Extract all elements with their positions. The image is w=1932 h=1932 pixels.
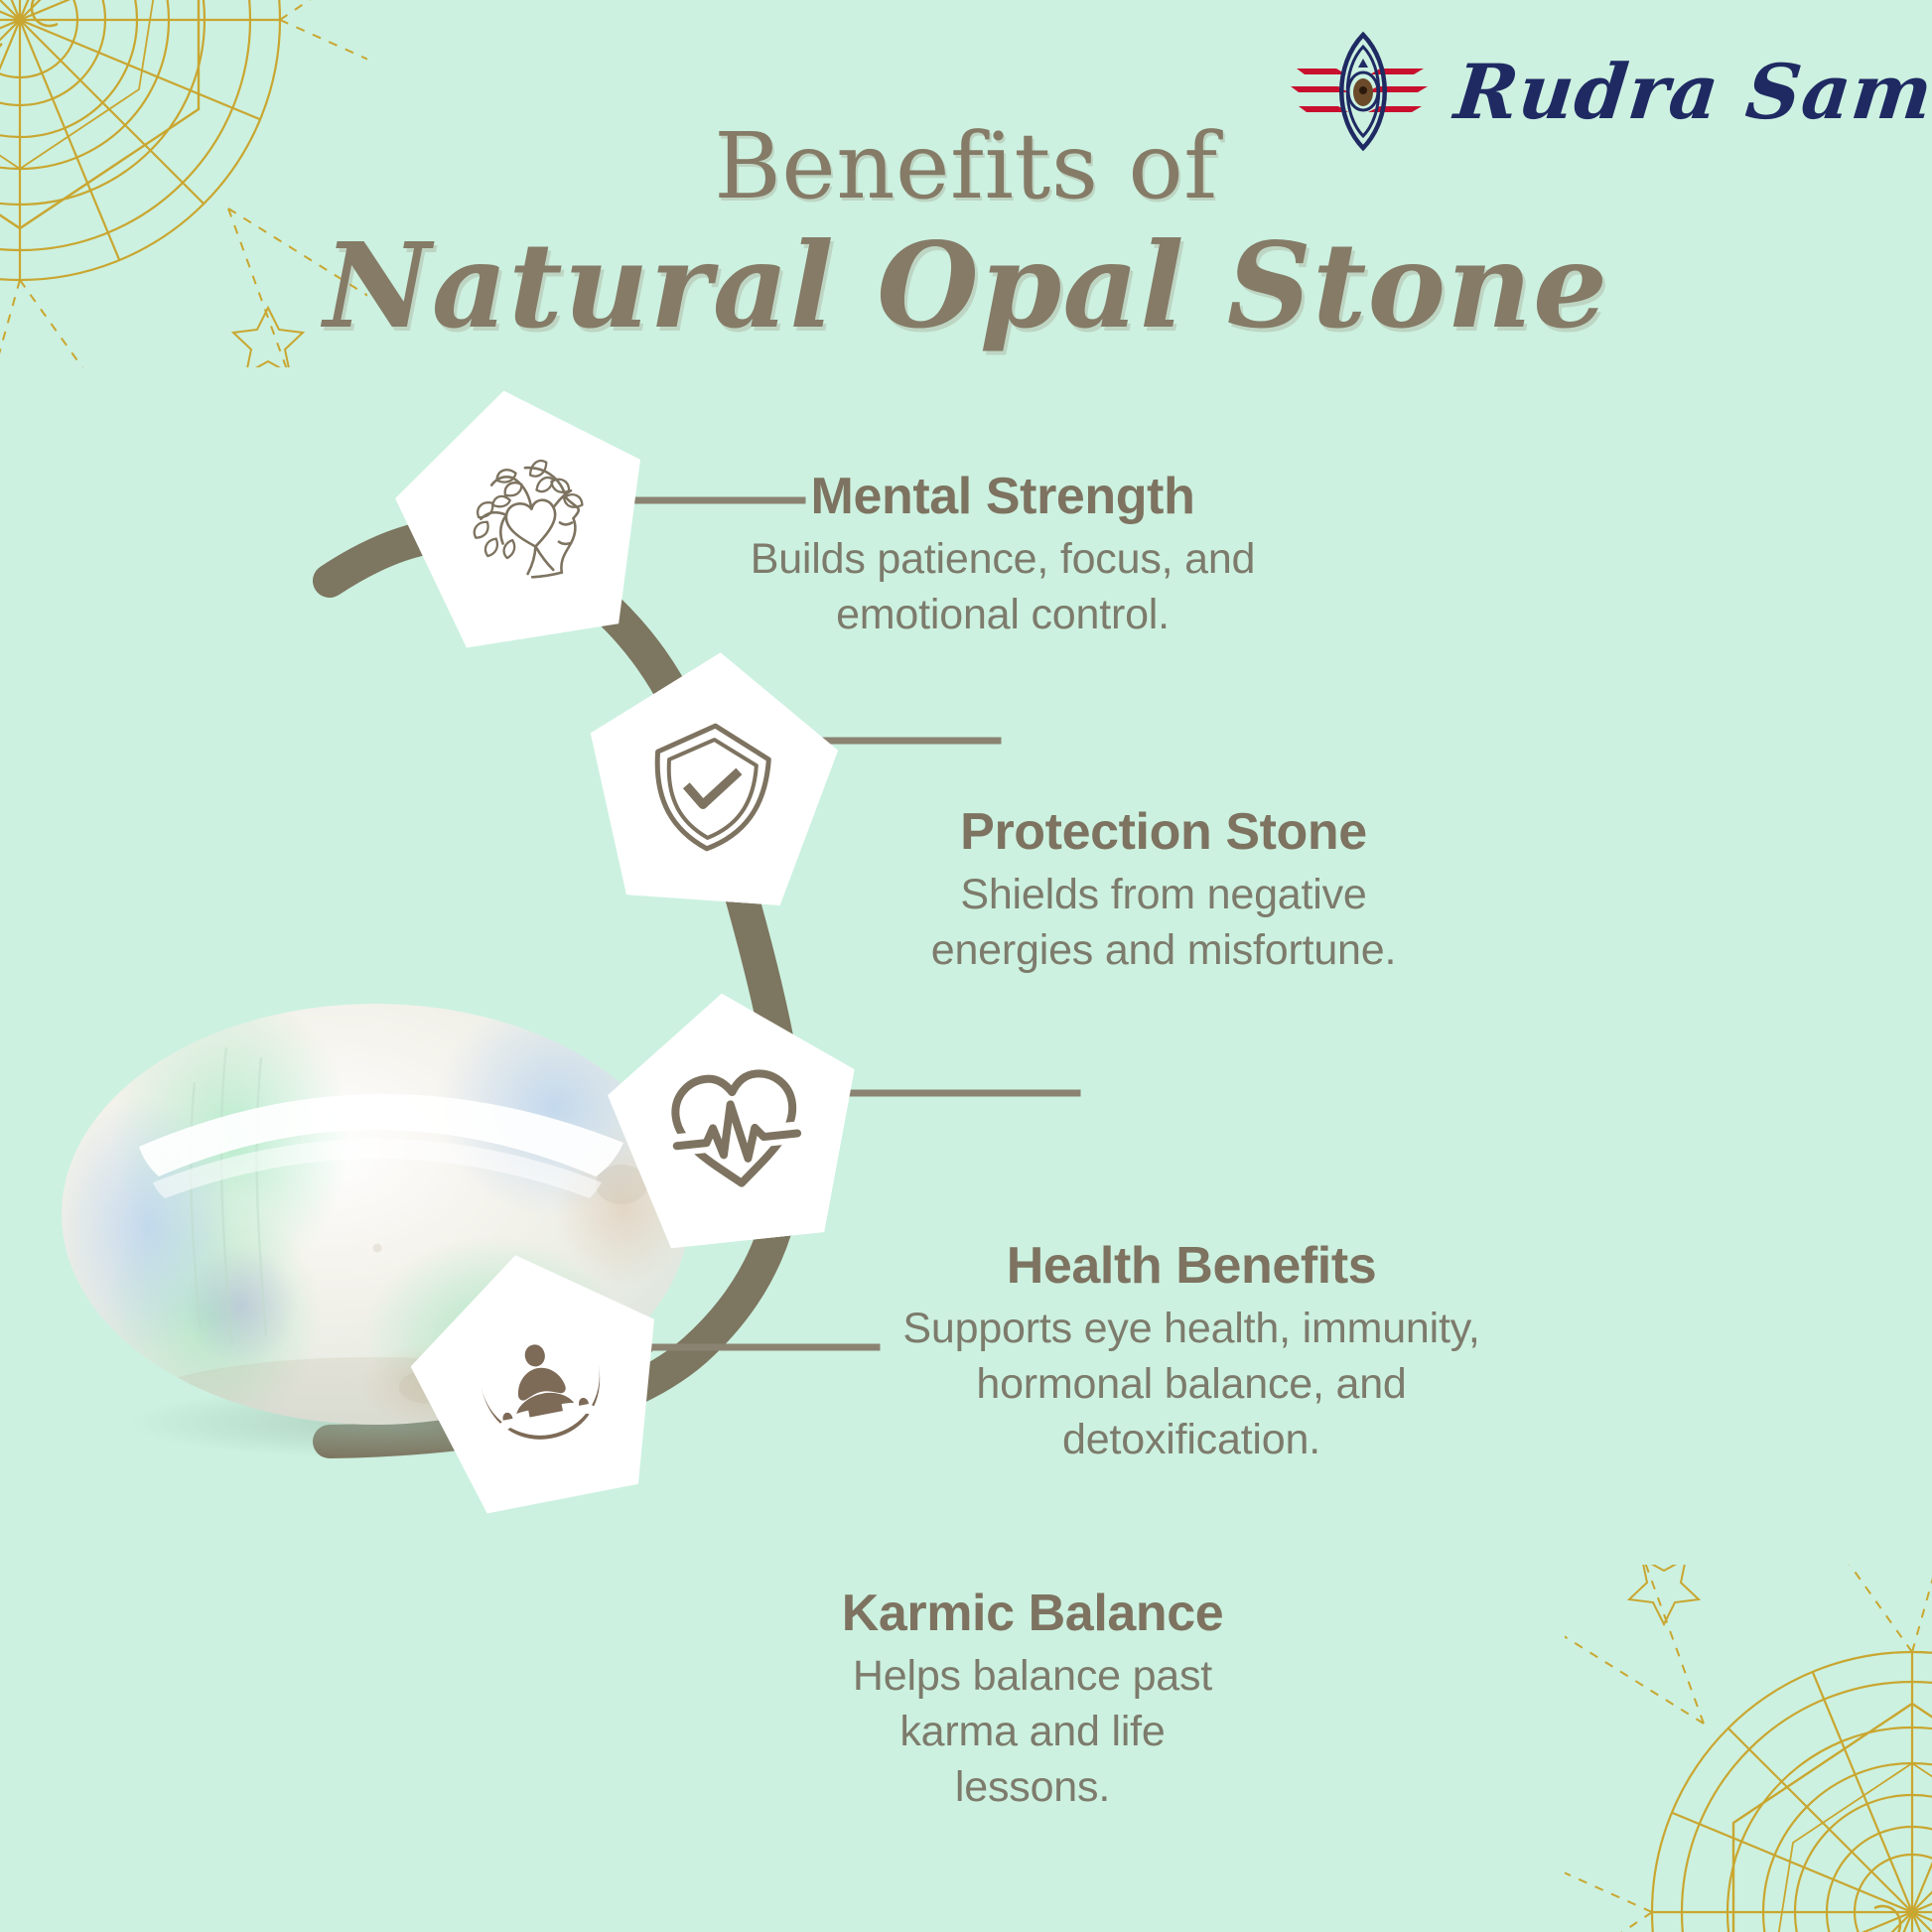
eye-emblem-icon	[1291, 31, 1428, 152]
title-line-1: Benefits of	[714, 113, 1218, 219]
benefit-node-mental-strength[interactable]	[381, 371, 665, 655]
benefit-title: Karmic Balance	[841, 1585, 1224, 1642]
brand-logo: Rudra Samrat	[1289, 22, 1932, 161]
desc-line: Shields from negative	[960, 871, 1367, 919]
shield-check-icon	[654, 723, 771, 851]
benefit-description: Builds patience, focus, and emotional co…	[695, 532, 1311, 643]
benefit-text-karmic-balance: Karmic Balance Helps balance past karma …	[695, 1584, 1370, 1816]
benefit-text-mental-strength: Mental Strength Builds patience, focus, …	[695, 467, 1311, 643]
desc-line: emotional control.	[836, 591, 1170, 639]
benefit-node-protection-stone[interactable]	[580, 644, 845, 909]
benefit-text-protection-stone: Protection Stone Shields from negative e…	[856, 802, 1471, 979]
zodiac-chart-bottom-right-icon	[1565, 1565, 1932, 1932]
benefit-title: Health Benefits	[1006, 1237, 1377, 1295]
meditation-lotus-icon	[481, 1337, 604, 1440]
benefit-title: Mental Strength	[810, 468, 1195, 525]
desc-line: Helps balance past	[852, 1652, 1213, 1701]
desc-line: detoxification.	[1062, 1416, 1320, 1464]
benefit-title: Protection Stone	[960, 803, 1367, 861]
benefit-description: Supports eye health, immunity, hormonal …	[849, 1302, 1534, 1468]
benefit-text-health-benefits: Health Benefits Supports eye health, imm…	[849, 1236, 1534, 1468]
desc-line: energies and misfortune.	[930, 926, 1397, 975]
mindful-head-leaves-icon	[473, 459, 584, 579]
desc-line: Builds patience, focus, and	[750, 535, 1256, 584]
title-line-2: Natural Opal Stone	[323, 216, 1609, 355]
page-title: Benefits of Natural Opal Stone	[0, 117, 1932, 350]
heart-pulse-icon	[671, 1069, 802, 1187]
benefit-node-karmic-balance[interactable]	[393, 1231, 684, 1522]
benefit-description: Shields from negative energies and misfo…	[856, 868, 1471, 979]
desc-line: karma and life	[899, 1708, 1166, 1756]
desc-line: lessons.	[954, 1763, 1111, 1812]
desc-line: Supports eye health, immunity,	[902, 1305, 1480, 1353]
benefit-node-health-benefits[interactable]	[599, 981, 872, 1254]
benefit-description: Helps balance past karma and life lesson…	[695, 1649, 1370, 1816]
desc-line: hormonal balance, and	[976, 1360, 1407, 1409]
